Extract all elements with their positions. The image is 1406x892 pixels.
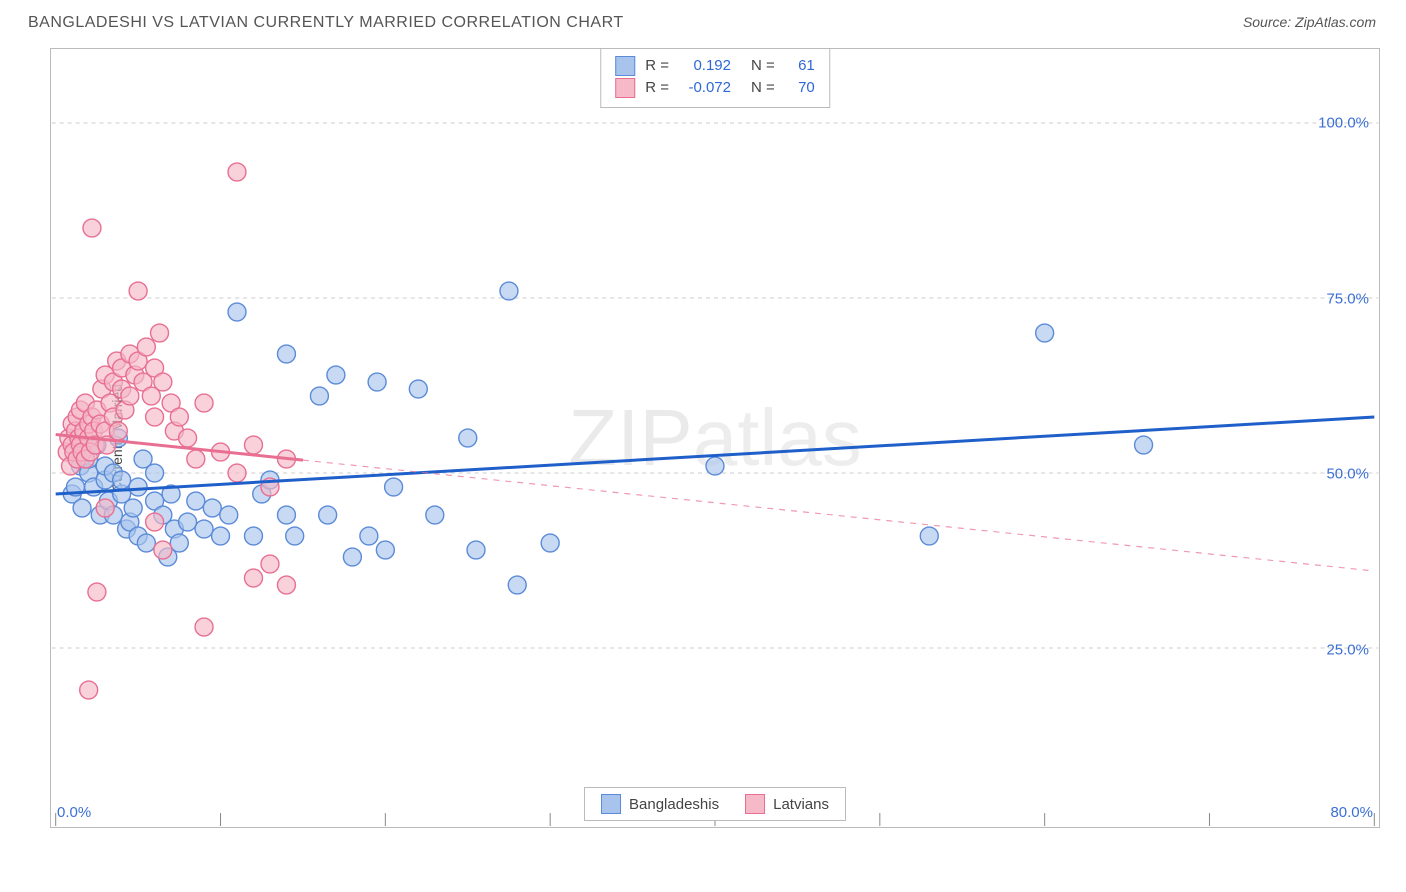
y-tick-label: 75.0% [1326, 290, 1369, 307]
y-tick-label: 50.0% [1326, 466, 1369, 483]
y-tick-label: 25.0% [1326, 641, 1369, 658]
stat-n-value: 61 [785, 55, 815, 77]
plot-svg [51, 49, 1379, 827]
plot-area: Currently Married ZIPatlas R =0.192N =61… [50, 48, 1380, 828]
stat-r-label: R = [645, 77, 669, 99]
legend-swatch [615, 56, 635, 76]
legend-item: Bangladeshis [601, 794, 719, 814]
chart-title: BANGLADESHI VS LATVIAN CURRENTLY MARRIED… [28, 14, 624, 32]
chart-header: BANGLADESHI VS LATVIAN CURRENTLY MARRIED… [0, 0, 1406, 38]
chart-source: Source: ZipAtlas.com [1243, 14, 1376, 30]
legend-label: Latvians [773, 796, 829, 813]
legend-swatch [601, 794, 621, 814]
x-tick-label: 0.0% [57, 804, 91, 821]
legend-label: Bangladeshis [629, 796, 719, 813]
stat-n-label: N = [751, 77, 775, 99]
legend-swatch [745, 794, 765, 814]
x-tick-label: 80.0% [1330, 804, 1373, 821]
stat-r-value: -0.072 [679, 77, 731, 99]
stats-row: R = 0.192 N = 61 [615, 55, 815, 77]
stat-n-value: 70 [785, 77, 815, 99]
stats-row: R = -0.072 N = 70 [615, 77, 815, 99]
stats-box: R = 0.192 N = 61 R = -0.072 N = 70 [600, 49, 830, 108]
stat-r-value: 0.192 [679, 55, 731, 77]
legend-item: Latvians [745, 794, 829, 814]
stat-r-label: R = [645, 55, 669, 77]
stat-n-label: N = [751, 55, 775, 77]
legend-swatch [615, 78, 635, 98]
y-tick-label: 100.0% [1318, 115, 1369, 132]
bottom-legend: Bangladeshis Latvians [584, 787, 846, 821]
